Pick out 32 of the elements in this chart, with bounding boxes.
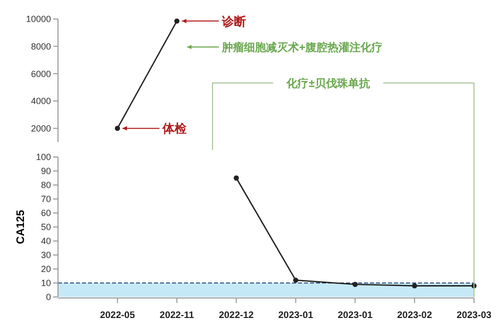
y-tick-label: 8000 <box>30 41 51 52</box>
x-tick-label: 2022-12 <box>218 310 254 321</box>
y-tick-label: 90 <box>40 166 51 176</box>
x-tick-label: 2023-03 <box>456 310 492 321</box>
annotation: 体检 <box>161 122 188 136</box>
point <box>352 282 358 287</box>
x-tick-label: 2023-02 <box>397 310 432 321</box>
point <box>293 278 298 283</box>
y-tick-label: 20 <box>40 264 51 274</box>
y-tick-label: 30 <box>40 250 51 260</box>
x-tick-label: 2023-01 <box>338 310 374 321</box>
y-tick-label: 50 <box>40 222 51 232</box>
y-tick-label: 0 <box>46 292 51 302</box>
x-tick-label: 2022-11 <box>160 310 195 321</box>
annotation: 诊断 <box>220 14 246 28</box>
y-tick-label: 60 <box>40 208 51 218</box>
y-tick-label: 6000 <box>30 68 51 79</box>
x-tick-label: 2022-05 <box>100 310 136 321</box>
y-tick-label: 40 <box>40 236 51 246</box>
y-tick-label: 70 <box>40 194 51 204</box>
y-tick-label: 10 <box>40 278 51 288</box>
x-tick-label: 2023-01 <box>278 310 314 321</box>
y-axis-title: CA125 <box>15 210 27 244</box>
annotation: 肿瘤细胞减灭术+腹腔热灌注化疗 <box>221 40 382 54</box>
y-tick-label: 10000 <box>26 14 51 24</box>
y-tick-label: 80 <box>40 180 51 190</box>
annotation: 化疗±贝伐珠单抗 <box>286 76 370 90</box>
y-tick-label: 4000 <box>30 96 51 106</box>
y-tick-label: 2000 <box>30 123 51 134</box>
point <box>412 283 418 288</box>
point <box>234 175 239 181</box>
y-tick-label: 100 <box>36 152 51 162</box>
